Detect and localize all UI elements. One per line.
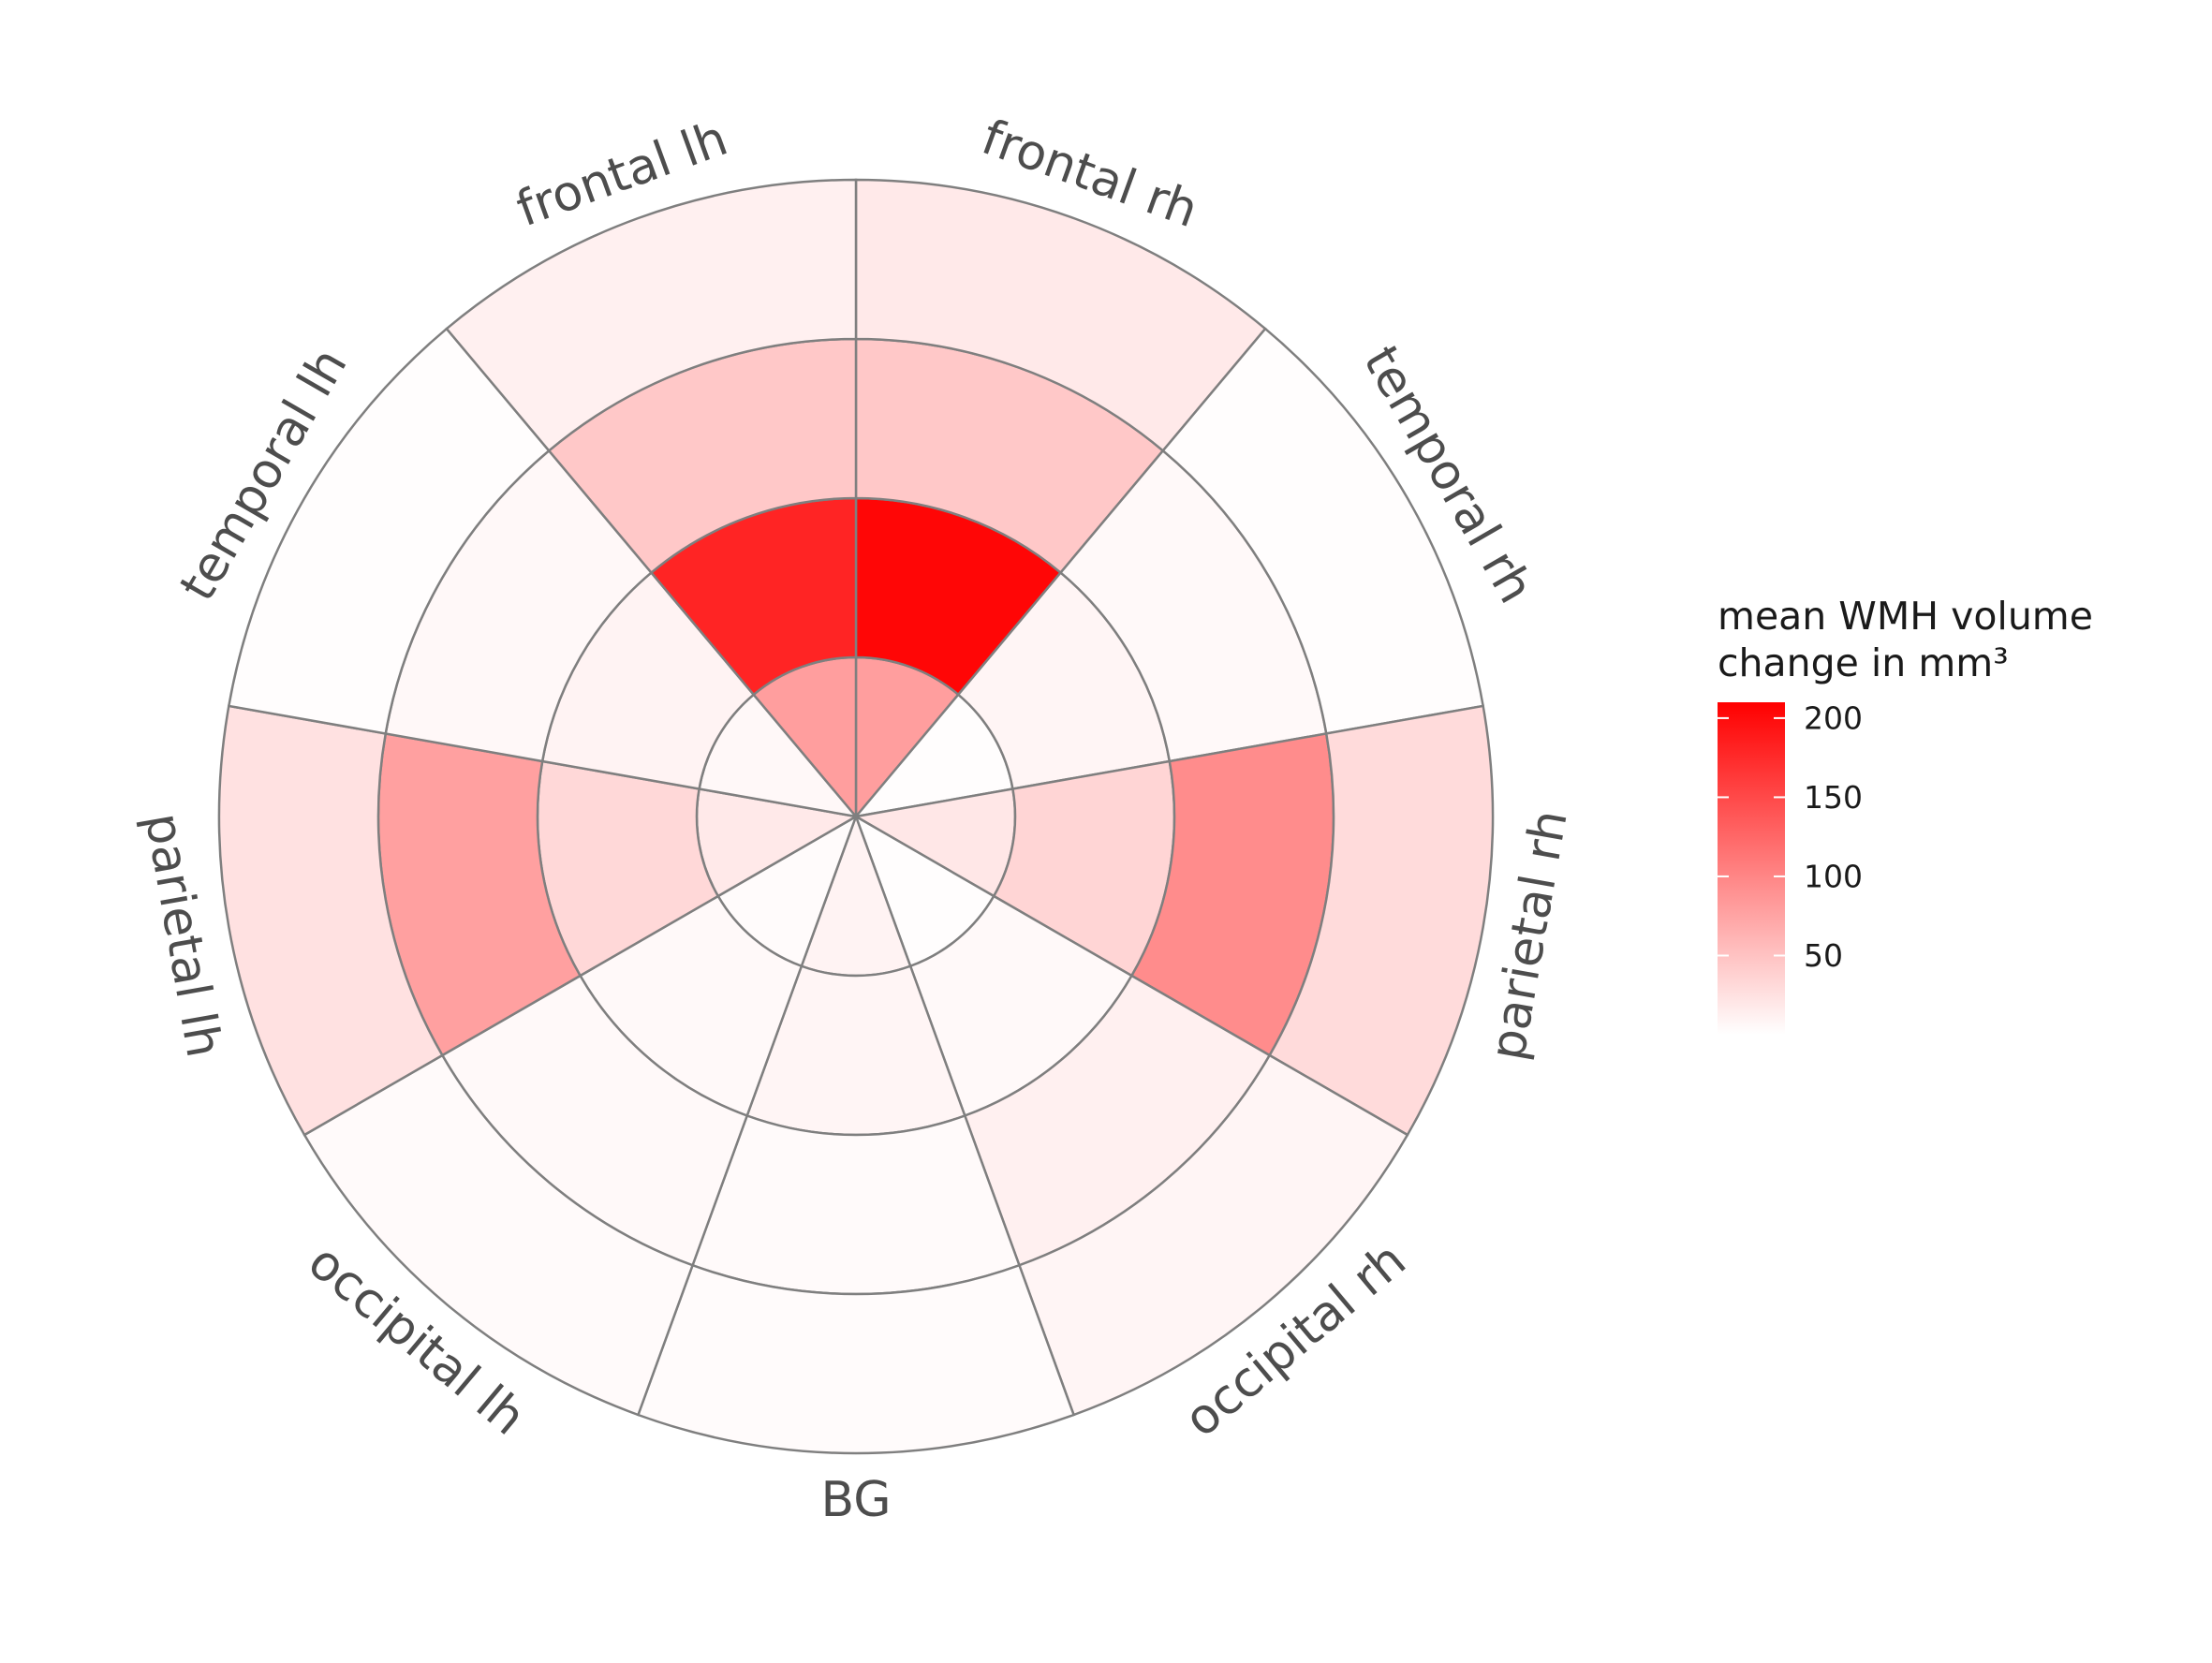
heatmap-cells xyxy=(217,178,1495,1455)
cell-bg-ring-3 xyxy=(690,1113,1022,1296)
label-parietal-rh: parietal rh xyxy=(1480,806,1579,1065)
legend: mean WMH volume change in mm³ 50 100 150 20… xyxy=(1718,594,2093,1035)
legend-tick-label-200: 200 xyxy=(1804,699,1863,736)
cell-bg-ring-4 xyxy=(636,1263,1076,1455)
legend-title-line2: change in mm³ xyxy=(1718,640,2009,685)
legend-ticks: 50 100 150 200 xyxy=(1718,699,1863,974)
legend-tick-label-150: 150 xyxy=(1804,779,1863,816)
legend-tick-label-100: 100 xyxy=(1804,858,1863,894)
label-parietal-lh: parietal lh xyxy=(134,809,232,1062)
legend-title-line1: mean WMH volume xyxy=(1718,594,2093,639)
label-bg: BG xyxy=(820,1472,891,1528)
legend-colorbar xyxy=(1718,702,1785,1035)
cell-frontal-lh-ring-4 xyxy=(445,178,858,453)
legend-tick-label-50: 50 xyxy=(1804,937,1843,974)
